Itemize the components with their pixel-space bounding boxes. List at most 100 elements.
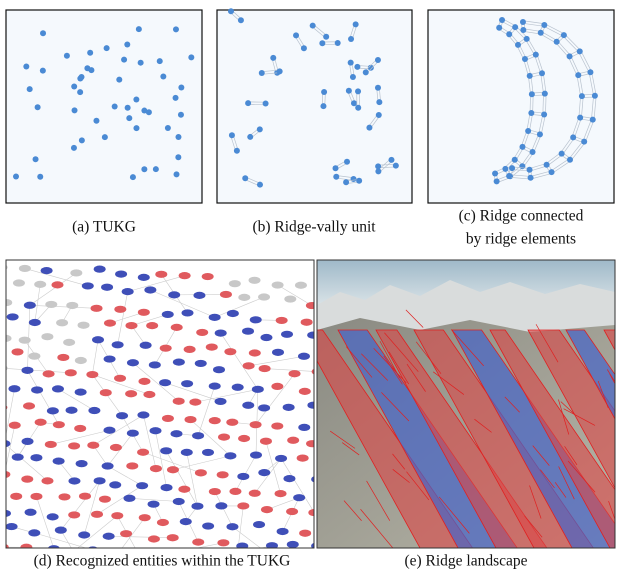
- entity: [114, 306, 126, 313]
- node: [375, 57, 381, 63]
- entity: [209, 314, 221, 321]
- node: [570, 134, 576, 140]
- entity: [299, 388, 311, 395]
- node: [559, 151, 565, 157]
- entity: [184, 346, 196, 353]
- entity: [196, 329, 208, 336]
- entity: [162, 415, 174, 422]
- entity: [28, 529, 40, 536]
- node: [567, 157, 573, 163]
- entity: [8, 385, 20, 392]
- node: [270, 55, 276, 61]
- node: [542, 91, 548, 97]
- entity: [275, 455, 287, 462]
- node: [538, 30, 544, 36]
- entity: [249, 490, 261, 497]
- entity: [103, 533, 115, 540]
- node: [533, 52, 539, 58]
- entity: [275, 490, 287, 497]
- entity: [306, 440, 318, 447]
- entity: [144, 286, 156, 293]
- entity: [250, 451, 262, 458]
- entity: [237, 473, 249, 480]
- node: [130, 174, 136, 180]
- entity: [179, 272, 191, 279]
- entity: [213, 366, 225, 373]
- node: [33, 156, 39, 162]
- entity: [161, 484, 173, 491]
- entity: [41, 333, 53, 340]
- node: [492, 170, 498, 176]
- entity: [218, 434, 230, 441]
- entity: [138, 274, 150, 281]
- node: [125, 105, 131, 111]
- entity: [24, 302, 36, 309]
- node: [293, 32, 299, 38]
- entity: [193, 292, 205, 299]
- entity: [293, 494, 305, 501]
- entity: [91, 511, 103, 518]
- node: [344, 159, 350, 165]
- node: [77, 76, 83, 82]
- entity: [195, 469, 207, 476]
- entity: [74, 425, 86, 432]
- entity: [173, 398, 185, 405]
- node: [393, 163, 399, 169]
- node: [346, 88, 352, 94]
- entity: [195, 360, 207, 367]
- caption: (e) Ridge landscape: [404, 553, 527, 570]
- node: [539, 70, 545, 76]
- entity: [283, 475, 295, 482]
- node: [528, 110, 534, 116]
- node: [126, 115, 132, 121]
- node: [112, 103, 118, 109]
- entity: [209, 417, 221, 424]
- entity: [224, 348, 236, 355]
- entity: [227, 310, 239, 317]
- node: [355, 88, 361, 94]
- entity: [181, 380, 193, 387]
- node: [173, 26, 179, 32]
- entity: [88, 407, 100, 414]
- node: [502, 166, 508, 172]
- node: [356, 178, 362, 184]
- entity: [34, 281, 46, 288]
- node: [301, 45, 307, 51]
- entity: [160, 447, 172, 454]
- node: [529, 91, 535, 97]
- entity: [143, 391, 155, 398]
- node: [178, 112, 184, 118]
- caption: (a) TUKG: [72, 219, 136, 236]
- node: [376, 99, 382, 105]
- entity: [297, 454, 309, 461]
- node: [506, 31, 512, 37]
- node: [71, 84, 77, 90]
- entity: [125, 322, 137, 329]
- node: [242, 175, 248, 181]
- node: [354, 64, 360, 70]
- entity: [30, 454, 42, 461]
- node: [259, 70, 265, 76]
- node: [355, 105, 361, 111]
- node: [587, 69, 593, 75]
- entity: [159, 379, 171, 386]
- node: [590, 117, 596, 123]
- entity: [75, 389, 87, 396]
- entity: [217, 539, 229, 546]
- entity: [137, 411, 149, 418]
- node: [160, 73, 166, 79]
- node: [141, 166, 147, 172]
- node: [351, 176, 357, 182]
- entity: [99, 496, 111, 503]
- node: [512, 157, 518, 163]
- entity: [20, 544, 32, 551]
- entity: [238, 435, 250, 442]
- node: [496, 25, 502, 31]
- entity: [160, 345, 172, 352]
- entity: [56, 319, 68, 326]
- entity: [281, 331, 293, 338]
- entity: [261, 506, 273, 513]
- node: [530, 149, 536, 155]
- node: [178, 84, 184, 90]
- entity: [30, 493, 42, 500]
